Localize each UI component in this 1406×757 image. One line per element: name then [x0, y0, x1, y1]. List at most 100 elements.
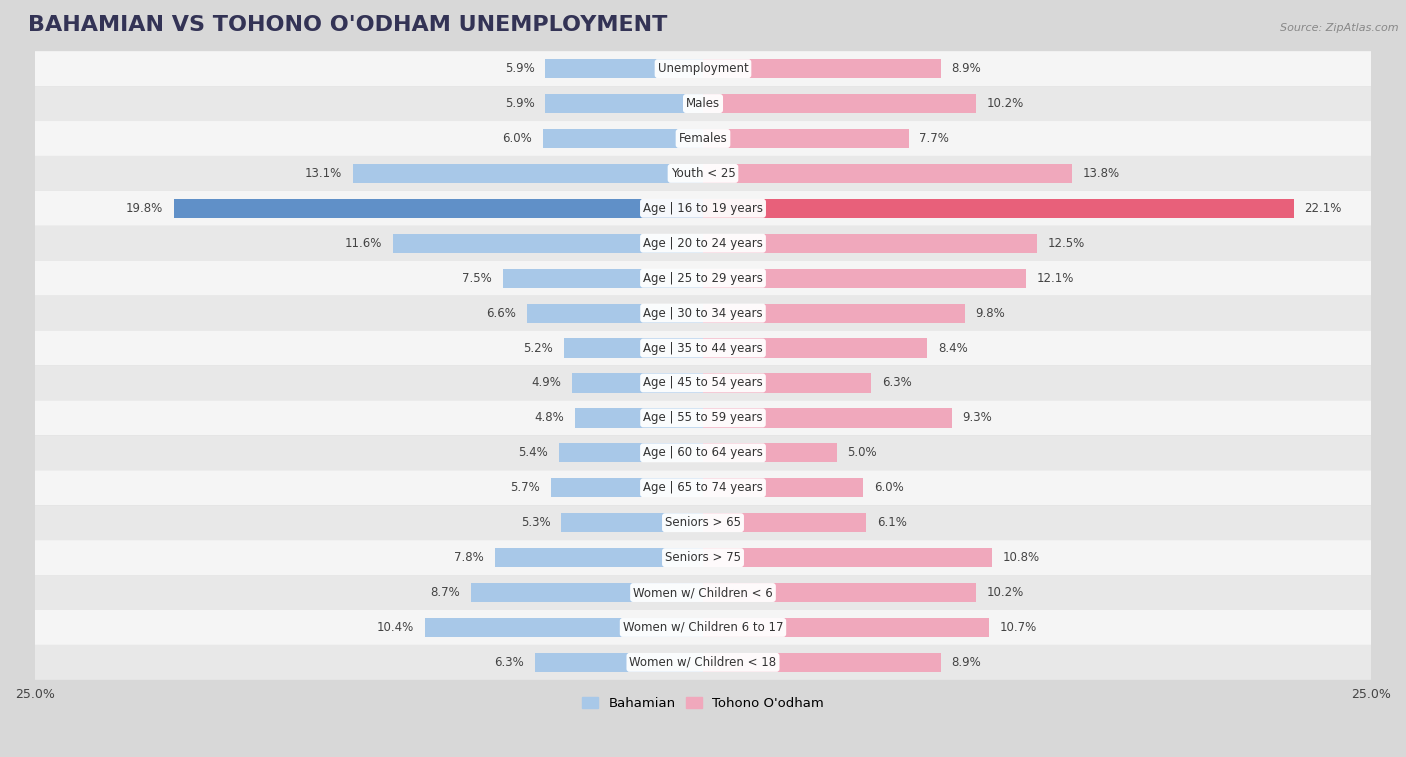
FancyBboxPatch shape [35, 191, 1371, 226]
Bar [572, 373, 703, 393]
Text: 4.8%: 4.8% [534, 411, 564, 425]
Text: 5.0%: 5.0% [848, 447, 877, 459]
Text: 7.7%: 7.7% [920, 132, 949, 145]
FancyBboxPatch shape [35, 610, 1371, 645]
Bar [703, 478, 863, 497]
Text: Age | 60 to 64 years: Age | 60 to 64 years [643, 447, 763, 459]
Text: 5.9%: 5.9% [505, 97, 534, 110]
Text: 6.3%: 6.3% [495, 656, 524, 669]
FancyBboxPatch shape [35, 296, 1371, 331]
Bar [703, 94, 976, 113]
Bar [703, 408, 952, 428]
Text: Seniors > 75: Seniors > 75 [665, 551, 741, 564]
Text: Females: Females [679, 132, 727, 145]
Text: 10.2%: 10.2% [986, 97, 1024, 110]
Bar [703, 129, 908, 148]
Text: Women w/ Children 6 to 17: Women w/ Children 6 to 17 [623, 621, 783, 634]
Text: Source: ZipAtlas.com: Source: ZipAtlas.com [1281, 23, 1399, 33]
Text: 7.5%: 7.5% [463, 272, 492, 285]
Text: 8.7%: 8.7% [430, 586, 460, 599]
Text: Women w/ Children < 18: Women w/ Children < 18 [630, 656, 776, 669]
Text: 6.6%: 6.6% [486, 307, 516, 319]
Bar [703, 59, 941, 78]
Bar [546, 59, 703, 78]
FancyBboxPatch shape [35, 121, 1371, 156]
Text: Age | 45 to 54 years: Age | 45 to 54 years [643, 376, 763, 389]
Bar [703, 269, 1026, 288]
Bar [575, 408, 703, 428]
Bar [546, 94, 703, 113]
Bar [543, 129, 703, 148]
FancyBboxPatch shape [35, 86, 1371, 121]
Text: 13.8%: 13.8% [1083, 167, 1119, 180]
Text: Women w/ Children < 6: Women w/ Children < 6 [633, 586, 773, 599]
Text: 22.1%: 22.1% [1305, 202, 1341, 215]
Text: Age | 30 to 34 years: Age | 30 to 34 years [643, 307, 763, 319]
Bar [534, 653, 703, 672]
Bar [471, 583, 703, 602]
Text: 12.1%: 12.1% [1038, 272, 1074, 285]
Text: 12.5%: 12.5% [1047, 237, 1085, 250]
Text: Age | 20 to 24 years: Age | 20 to 24 years [643, 237, 763, 250]
Text: Age | 65 to 74 years: Age | 65 to 74 years [643, 481, 763, 494]
Bar [564, 338, 703, 357]
Bar [502, 269, 703, 288]
Text: 9.8%: 9.8% [976, 307, 1005, 319]
Bar [703, 373, 872, 393]
Bar [174, 199, 703, 218]
Text: 10.4%: 10.4% [377, 621, 415, 634]
Text: Youth < 25: Youth < 25 [671, 167, 735, 180]
Bar [703, 618, 988, 637]
Bar [703, 653, 941, 672]
FancyBboxPatch shape [35, 260, 1371, 296]
Text: 19.8%: 19.8% [127, 202, 163, 215]
Text: 6.1%: 6.1% [877, 516, 907, 529]
Text: 11.6%: 11.6% [344, 237, 382, 250]
Bar [703, 164, 1071, 183]
Text: 8.4%: 8.4% [938, 341, 967, 354]
Text: 8.9%: 8.9% [952, 656, 981, 669]
Bar [527, 304, 703, 322]
Text: 5.9%: 5.9% [505, 62, 534, 75]
Text: 7.8%: 7.8% [454, 551, 484, 564]
Text: 5.3%: 5.3% [522, 516, 551, 529]
Text: 5.4%: 5.4% [519, 447, 548, 459]
FancyBboxPatch shape [35, 645, 1371, 680]
Text: BAHAMIAN VS TOHONO O'ODHAM UNEMPLOYMENT: BAHAMIAN VS TOHONO O'ODHAM UNEMPLOYMENT [28, 15, 668, 35]
FancyBboxPatch shape [35, 226, 1371, 260]
Text: 10.2%: 10.2% [986, 586, 1024, 599]
FancyBboxPatch shape [35, 505, 1371, 540]
Text: Age | 35 to 44 years: Age | 35 to 44 years [643, 341, 763, 354]
FancyBboxPatch shape [35, 575, 1371, 610]
Text: 13.1%: 13.1% [305, 167, 342, 180]
Text: 9.3%: 9.3% [962, 411, 993, 425]
Text: Age | 16 to 19 years: Age | 16 to 19 years [643, 202, 763, 215]
Legend: Bahamian, Tohono O'odham: Bahamian, Tohono O'odham [576, 691, 830, 715]
Text: Males: Males [686, 97, 720, 110]
FancyBboxPatch shape [35, 156, 1371, 191]
FancyBboxPatch shape [35, 435, 1371, 470]
Bar [703, 583, 976, 602]
FancyBboxPatch shape [35, 331, 1371, 366]
Text: 6.0%: 6.0% [875, 481, 904, 494]
Bar [551, 478, 703, 497]
Text: 6.0%: 6.0% [502, 132, 531, 145]
Bar [703, 548, 991, 567]
Text: Unemployment: Unemployment [658, 62, 748, 75]
Text: 5.7%: 5.7% [510, 481, 540, 494]
Text: Seniors > 65: Seniors > 65 [665, 516, 741, 529]
Bar [558, 443, 703, 463]
FancyBboxPatch shape [35, 470, 1371, 505]
Bar [703, 234, 1038, 253]
Text: 4.9%: 4.9% [531, 376, 561, 389]
Bar [425, 618, 703, 637]
FancyBboxPatch shape [35, 366, 1371, 400]
Text: Age | 55 to 59 years: Age | 55 to 59 years [643, 411, 763, 425]
FancyBboxPatch shape [35, 400, 1371, 435]
Text: Age | 25 to 29 years: Age | 25 to 29 years [643, 272, 763, 285]
Text: 5.2%: 5.2% [523, 341, 554, 354]
Bar [703, 513, 866, 532]
Bar [703, 304, 965, 322]
Bar [703, 199, 1294, 218]
Bar [703, 338, 928, 357]
